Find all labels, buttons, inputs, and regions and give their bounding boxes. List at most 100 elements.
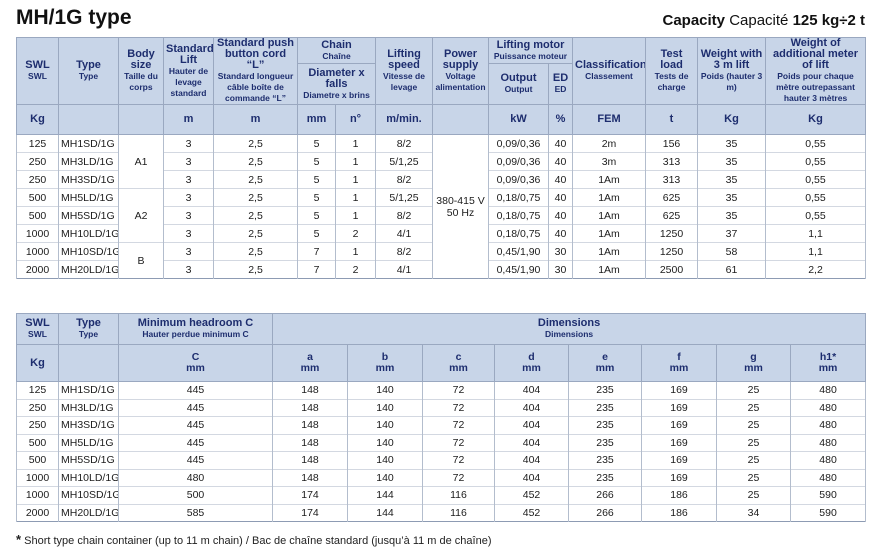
column-unit: mm [375, 362, 395, 374]
cell: 235 [568, 433, 642, 452]
cell: 186 [641, 486, 717, 504]
cell: 2m [572, 134, 647, 153]
cell: n° [335, 104, 376, 135]
spec-table: SWL SWL Type Type Body size Taille du corps St… [16, 37, 867, 279]
cell: 0,45/1,90 [488, 260, 549, 279]
data-row: 1000 MH10LD/1G 480 148 140 72 404 235 169 25 480 [16, 468, 867, 487]
cell: 2,5 [213, 206, 298, 225]
cell: 480 [789, 468, 867, 487]
cell: 0,45/1,90 [488, 242, 549, 261]
cell: 5 [297, 152, 336, 171]
cell: 35 [697, 134, 767, 153]
data-row: 125 MH1SD/1G A1 3 2,5 5 1 8/2 380-415 V 50 Hz 0,09… [16, 134, 867, 279]
cell: 452 [494, 503, 569, 522]
cell: 2,5 [213, 224, 298, 243]
header-cell: d mm [494, 344, 569, 382]
header-fr: ED [554, 84, 567, 94]
header-cell: Dimensions Dimensions [271, 313, 867, 345]
column-unit: mm [818, 362, 838, 374]
cell: 125 [16, 381, 59, 399]
cell: 445 [118, 416, 273, 434]
cell: 140 [347, 416, 423, 434]
cell: 480 [789, 416, 867, 434]
cell [58, 344, 119, 382]
cell: MH10SD/1G [58, 242, 119, 261]
header-en: ED [552, 72, 569, 84]
cell [58, 104, 119, 135]
cell: 250 [16, 152, 59, 171]
column-unit: mm [669, 362, 689, 374]
cell: 148 [272, 416, 348, 434]
cell: 72 [422, 451, 495, 469]
data-row: 2000 MH20LD/1G 3 2,5 7 2 4/1 0,45/1,90 30 1Am 2500… [16, 260, 867, 279]
cell: 0,55 [765, 152, 867, 171]
cell: 500 [16, 451, 59, 469]
frequency: 50 Hz [446, 206, 475, 219]
cell: 8/2 [375, 134, 433, 153]
power-cell: 380-415 V 50 Hz [432, 134, 489, 279]
capacity: Capacity Capacité 125 kg÷2 t [662, 12, 865, 29]
cell: 3 [163, 134, 214, 153]
cell: 235 [568, 381, 642, 399]
header-en: Lifting motor [496, 38, 565, 51]
cell: 5 [297, 134, 336, 153]
cell: 1250 [645, 224, 699, 243]
header-fr: Vitesse de levage [383, 71, 425, 92]
cell: 1Am [572, 260, 647, 279]
cell: 25 [716, 486, 791, 504]
cell: 590 [789, 486, 867, 504]
header-cell: Standard Lift Hauter de levage standard [163, 37, 214, 105]
header-en: Diameter x falls [308, 66, 365, 90]
cell: 7 [297, 242, 336, 261]
header-cell: Type Type [58, 313, 119, 345]
data-row: 250 MH3LD/1G 3 2,5 5 1 5/1,25 0,09/0,36 40 3m 313 3… [16, 152, 867, 171]
cell: 169 [641, 416, 717, 434]
cell: MH1SD/1G [58, 134, 119, 153]
header-en: Minimum headroom C [137, 317, 254, 329]
cell: 25 [716, 468, 791, 487]
cell: 235 [568, 451, 642, 469]
cell: 235 [568, 468, 642, 487]
column-unit: mm [595, 362, 615, 374]
cell: 0,09/0,36 [488, 170, 549, 189]
data-row: 1000 MH10SD/1G 500 174 144 116 452 266 186 25 590 [16, 486, 867, 504]
header-cell: c mm [422, 344, 495, 382]
cell: 72 [422, 416, 495, 434]
cell: 37 [697, 224, 767, 243]
header-cell: Chain Chaîne [297, 37, 376, 64]
cell: MH5SD/1G [58, 451, 119, 469]
cell: 250 [16, 398, 59, 417]
cell: 8/2 [375, 170, 433, 189]
capacity-value: 125 kg÷2 t [792, 12, 865, 29]
header-en: Type [76, 317, 101, 329]
cell: 1000 [16, 224, 59, 243]
cell: 25 [716, 451, 791, 469]
cell: 0,55 [765, 134, 867, 153]
cell: 1,1 [765, 242, 867, 261]
cell: 40 [547, 134, 574, 153]
header-row: Diameter x falls Diametre x brins Output Ou… [17, 63, 866, 105]
cell: 144 [347, 486, 423, 504]
cell: 35 [697, 206, 767, 225]
data-row: 500 MH5SD/1G 445 148 140 72 404 235 169 25 480 [16, 451, 867, 469]
header-en: Output [500, 72, 537, 84]
cell: 500 [118, 486, 273, 504]
cell: 140 [347, 451, 423, 469]
header-cell: Classification Classement [572, 37, 647, 105]
cell: 72 [422, 468, 495, 487]
cell: mm [297, 104, 336, 135]
cell: MH3LD/1G [58, 152, 119, 171]
data-row: 125 MH1SD/1G 445 148 140 72 404 235 169 25 480 [16, 381, 867, 399]
cell: 2000 [16, 260, 59, 279]
cell: MH20LD/1G [58, 260, 119, 279]
cell: 1,1 [765, 224, 867, 243]
cell: 148 [272, 451, 348, 469]
data-row: 2000 MH20LD/1G 585 174 144 116 452 266 186 34 590 [16, 503, 867, 522]
header-fr: Voltage alimentation [435, 71, 486, 92]
cell: 2,5 [213, 170, 298, 189]
cell: 2,5 [213, 260, 298, 279]
header-cell: Minimum headroom C Hauter perdue minimum … [118, 313, 273, 345]
header-fr: Type [78, 71, 99, 81]
cell: 5 [297, 206, 336, 225]
